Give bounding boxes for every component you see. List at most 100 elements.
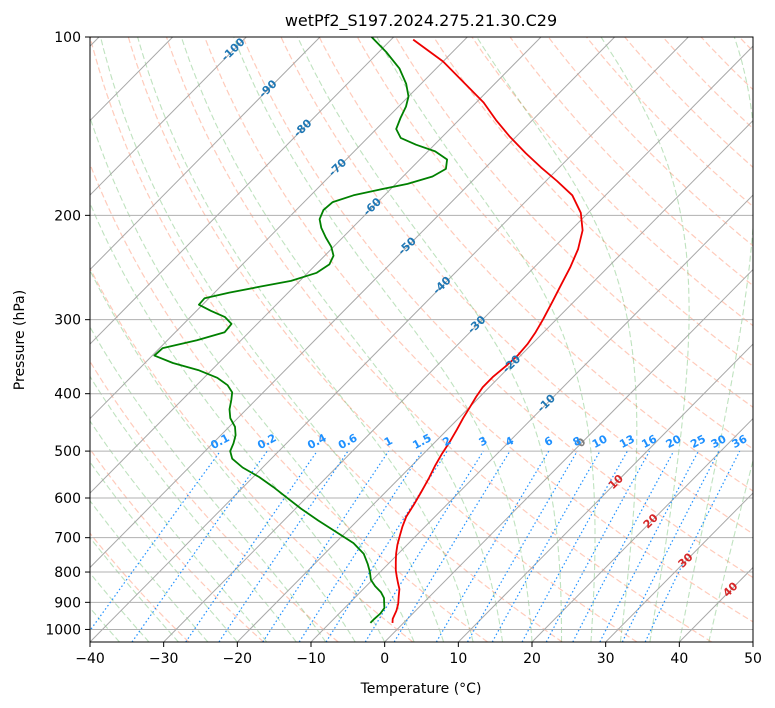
isotherm: [90, 37, 321, 271]
dry-adiabat: [204, 37, 753, 623]
mixing-ratio-line: [325, 450, 448, 642]
x-tick-label: −20: [223, 651, 253, 667]
dry-adiabat: [280, 37, 753, 535]
isotherm: [236, 119, 753, 642]
moist-adiabat: [90, 461, 238, 642]
temperature-trace: [391, 38, 584, 623]
moist-adiabat: [90, 325, 327, 642]
y-tick-label: 100: [54, 30, 81, 46]
moist-adiabat: [90, 201, 386, 642]
dry-adiabat: [90, 360, 339, 642]
dry-adiabat: [127, 37, 638, 642]
moist-adiabat: [90, 536, 179, 642]
isotherm: [90, 37, 616, 569]
moist-adiabat: [678, 37, 753, 642]
moist-adiabat: [476, 37, 638, 642]
mixing-ratio-label: 25: [688, 432, 708, 451]
moist-adiabat: [233, 37, 533, 642]
moist-adiabat: [180, 37, 504, 642]
y-tick-label: 700: [54, 531, 81, 547]
isotherm: [531, 417, 753, 642]
dry-adiabat: [90, 37, 563, 642]
y-tick-label: 1000: [45, 622, 81, 638]
dry-adiabat: [165, 37, 713, 642]
isotherm: [457, 343, 753, 642]
moist-adiabat: [100, 37, 445, 642]
y-tick-label: 600: [54, 491, 81, 507]
x-tick-label: 0: [380, 651, 389, 667]
mixing-ratio-line: [644, 450, 741, 642]
dry-adiabat: [90, 162, 488, 642]
x-tick-label: −10: [296, 651, 326, 667]
isotherms: [90, 37, 753, 642]
moist-adiabat: [376, 37, 596, 642]
dry-adiabat: [318, 37, 753, 492]
isotherm: [90, 37, 174, 122]
x-tick-label: 10: [449, 651, 467, 667]
mixing-ratio-line: [262, 450, 390, 642]
sounding-traces: [153, 37, 584, 624]
dry-adiabat: [90, 532, 190, 642]
moist-adiabat: [90, 420, 268, 642]
y-tick-label: 900: [54, 595, 81, 611]
y-tick-label: 200: [54, 208, 81, 224]
x-tick-label: 50: [744, 651, 762, 667]
dry-adiabats: [90, 37, 753, 642]
x-tick-label: −40: [75, 651, 105, 667]
dry-adiabat: [433, 37, 753, 367]
x-tick-label: 20: [523, 651, 541, 667]
dry-adiabat: [356, 37, 753, 450]
mixing-ratio-line: [393, 450, 511, 642]
moist-adiabat: [297, 37, 563, 642]
mixing-ratio-line: [90, 450, 221, 632]
isobars: [90, 37, 753, 630]
isotherm: [162, 45, 753, 642]
y-axis-title: Pressure (hPa): [12, 290, 28, 390]
isotherm: [604, 492, 753, 642]
moist-adiabat: [90, 572, 150, 642]
moist-adiabat: [137, 37, 474, 642]
y-tick-label: 500: [54, 444, 81, 460]
dewpoint-trace: [153, 37, 448, 624]
background-lines: [90, 37, 753, 642]
mixing-ratio-label: 10: [590, 432, 610, 451]
y-tick-label: 300: [54, 313, 81, 329]
moist-adiabat: [90, 499, 209, 642]
x-tick-label: 40: [670, 651, 688, 667]
mixing-ratio-label: 16: [639, 432, 659, 451]
y-tick-label: 800: [54, 565, 81, 581]
isotherm: [383, 268, 753, 642]
mixing-ratio-line: [545, 450, 651, 642]
plot-frame: [89, 36, 754, 643]
mixing-ratio-line: [218, 450, 349, 642]
mixing-ratio-label: 36: [730, 432, 750, 451]
mixing-ratio-line: [521, 450, 628, 642]
y-tick-label: 400: [54, 387, 81, 403]
x-tick-label: 30: [597, 651, 615, 667]
mixing-ratio-line: [185, 450, 318, 642]
mixing-ratio-label: 13: [617, 432, 637, 451]
dry-adiabat: [395, 37, 753, 408]
dry-adiabat: [242, 37, 753, 579]
isotherm: [90, 37, 248, 196]
moist-adiabat: [600, 37, 690, 642]
mixing-ratio-label: 20: [664, 432, 684, 451]
x-axis-title: Temperature (°C): [360, 681, 482, 697]
mixing-ratio-lines: [90, 450, 741, 642]
mixing-ratio-line: [621, 450, 720, 642]
axes: −40 −30 −20 −10 0 10 20 30 40 50 100 200 300 400 500 60…: [45, 30, 762, 667]
isotherm: [90, 37, 542, 494]
mixing-ratio-line: [131, 450, 268, 642]
moist-adiabat: [90, 269, 356, 642]
chart-title: wetPf2_S197.2024.275.21.30.C29: [285, 11, 557, 31]
dry-adiabat: [90, 266, 414, 642]
mixing-ratio-line: [491, 450, 601, 642]
mixing-ratio-label: 30: [709, 432, 729, 451]
isotherm: [90, 37, 469, 420]
isotherm: [90, 37, 690, 642]
mixing-ratio-line: [364, 450, 484, 642]
isotherm: [90, 37, 395, 345]
moist-adiabats: [90, 37, 753, 642]
x-tick-label: −30: [149, 651, 179, 667]
